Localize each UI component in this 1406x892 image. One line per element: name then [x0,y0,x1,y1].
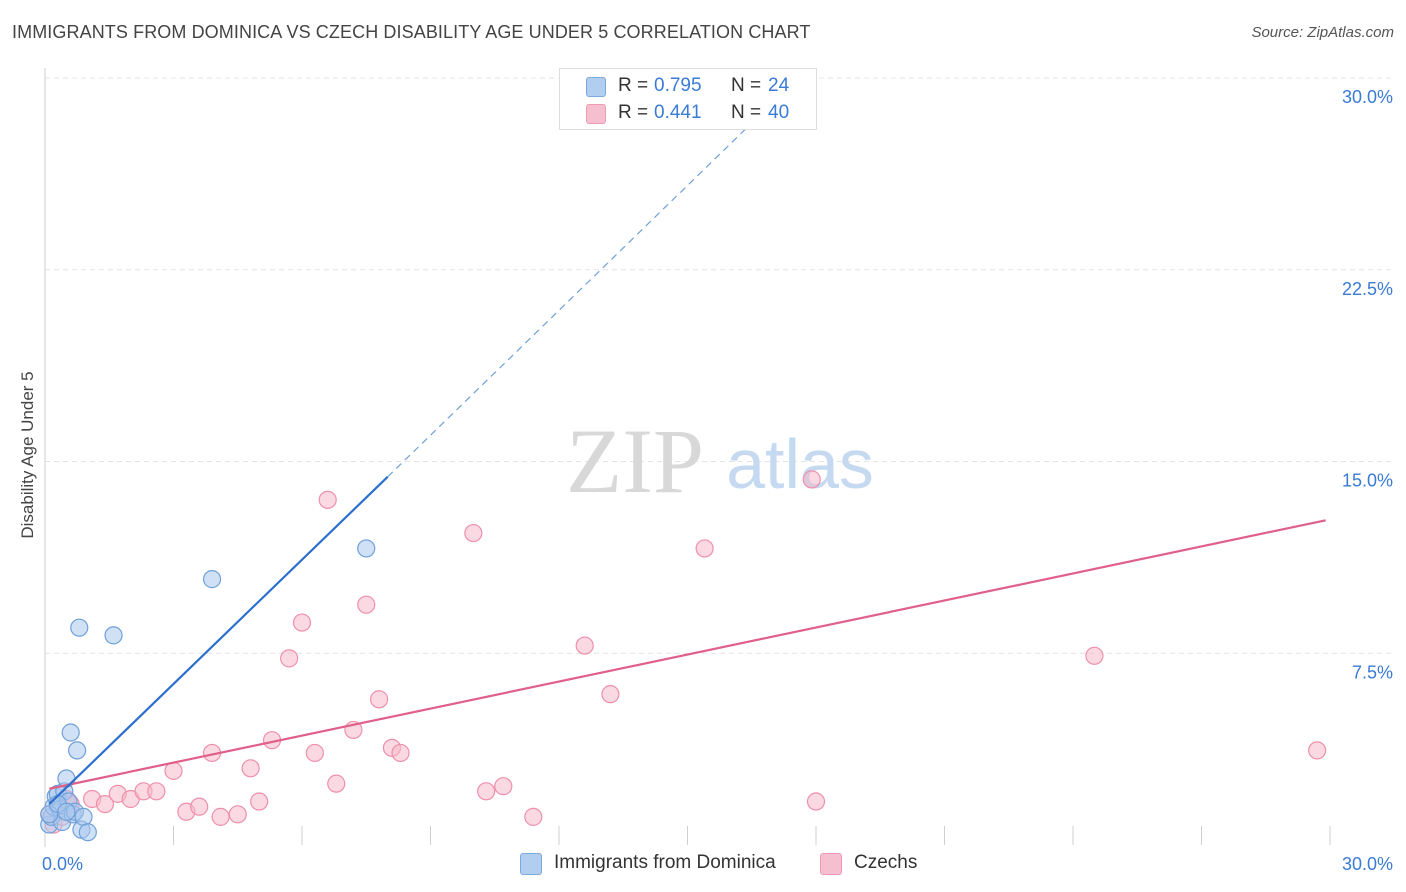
y-axis-label: Disability Age Under 5 [18,371,37,539]
czech-point [370,690,389,709]
czech-point [524,807,543,826]
czech-point [601,685,620,704]
dominica-point [61,723,80,742]
legend-n-label: N = [731,102,762,123]
dominica-point [104,626,123,645]
watermark-zip: ZIP [566,410,704,512]
bottom-legend-swatch-pink [820,853,842,875]
czech-point [305,743,324,763]
dominica-trend-line [48,476,389,805]
czech-point [695,539,714,558]
czech-point [280,649,299,668]
stats-legend: R = 0.795 N = 24 R = 0.441 N = 40 [559,68,817,130]
bottom-legend-label: Czechs [854,852,918,873]
dominica-trend-extension [387,118,757,478]
dominica-point [57,802,76,821]
czech-point [228,805,247,824]
czech-trend-line [49,519,1326,790]
czech-point [147,782,166,801]
dominica-point [74,807,93,826]
tick-labels: 7.5% 15.0% 22.5% 30.0% 0.0% 30.0% [42,87,1393,874]
czech-point [357,595,376,614]
legend-r-value: 0.795 [654,75,702,96]
legend-r-value: 0.441 [654,102,702,123]
source-label: Source: ZipAtlas.com [1251,24,1394,41]
czech-point [241,759,260,778]
czech-point [95,794,115,814]
czech-point [190,797,209,816]
czech-point [575,636,594,655]
czech-point [464,523,483,543]
y-tick-label: 30.0% [1342,87,1393,107]
axes [44,68,1331,847]
czech-point [327,774,346,793]
legend-swatch-blue [586,77,606,97]
legend-swatch-pink [586,104,606,124]
bottom-legend-label: Immigrants from Dominica [554,852,776,873]
data-points [40,470,1327,842]
dominica-point [68,741,87,760]
chart-title: IMMIGRANTS FROM DOMINICA VS CZECH DISABI… [12,22,811,42]
czech-point [802,470,821,489]
grid-lines [45,77,1393,654]
czech-point [477,782,496,801]
watermark: ZIP atlas [566,410,874,512]
czech-point [1308,741,1327,760]
legend-n-value: 24 [768,75,790,96]
czech-point [1085,646,1104,665]
czech-point [318,490,337,509]
legend-r-label: R = [618,75,649,96]
x-tick-label: 30.0% [1342,854,1393,874]
czech-point [211,807,230,826]
y-tick-label: 22.5% [1342,279,1393,299]
y-tick-label: 15.0% [1342,471,1393,491]
czech-point [250,792,269,811]
bottom-legend-swatch-blue [520,853,542,875]
trend-lines [48,118,1326,805]
dominica-point [70,618,89,637]
dominica-point [202,570,222,589]
legend-n-label: N = [731,75,762,96]
czech-point [494,777,513,796]
x-tick-label: 0.0% [42,854,83,874]
czech-point [806,792,826,811]
czech-point [292,613,312,632]
dominica-point [357,539,376,558]
dominica-point [78,823,97,842]
legend-n-value: 40 [768,102,790,123]
legend-r-label: R = [618,102,649,123]
watermark-atlas: atlas [726,425,874,503]
y-tick-label: 7.5% [1352,662,1393,682]
czech-point [391,743,410,763]
